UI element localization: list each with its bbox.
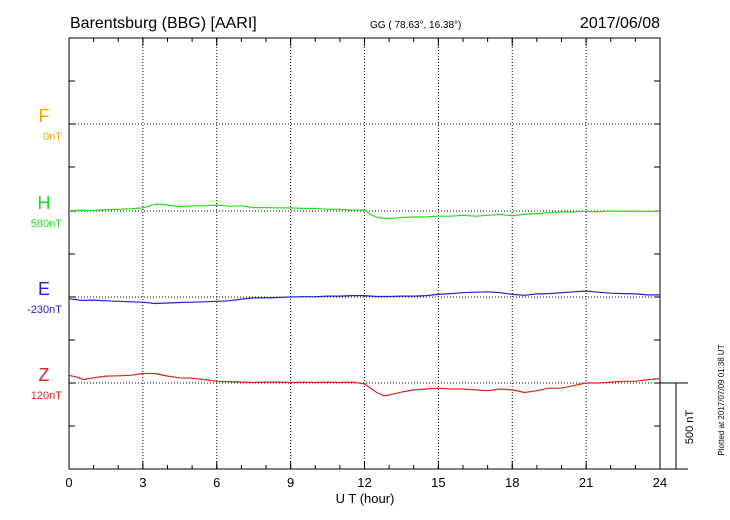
x-tick-label: 21 [579,475,593,490]
series-name-e: E [38,279,50,299]
x-axis-label: U T (hour) [336,491,395,506]
x-tick-label: 15 [431,475,445,490]
series-baseline-f: 0nT [43,131,62,143]
station-title: Barentsburg (BBG) [AARI] [70,15,257,32]
series-labels: F 0nT H 580nT E -230nT Z 120nT [27,106,62,402]
series-line-z [68,372,661,397]
series-name-h: H [38,193,51,213]
series-name-z: Z [39,365,50,385]
series-line-e [68,290,660,305]
series-baseline-h: 580nT [31,218,62,230]
x-tick-label: 0 [65,475,72,490]
station-coordinates: GG ( 78.63°, 16.38°) [370,20,461,31]
series-line-h [68,203,660,220]
scale-bar-label: 500 nT [684,410,696,445]
x-axis: 0 3 6 9 12 15 18 21 24 [65,38,667,490]
series-baseline-z: 120nT [31,390,62,402]
x-tick-label: 9 [287,475,294,490]
x-tick-label: 12 [357,475,371,490]
x-tick-label: 3 [139,475,146,490]
chart-date: 2017/06/08 [580,15,660,32]
x-tick-label: 6 [213,475,220,490]
grid [69,38,660,469]
scale-bar: 500 nT [660,382,696,470]
x-tick-label: 24 [653,475,667,490]
series-baseline-e: -230nT [27,304,62,316]
plotted-timestamp: Plotted at 2017/07/09 01:38 UT [717,344,726,455]
x-tick-label: 18 [505,475,519,490]
series-name-f: F [39,106,50,126]
series-lines [68,203,661,397]
